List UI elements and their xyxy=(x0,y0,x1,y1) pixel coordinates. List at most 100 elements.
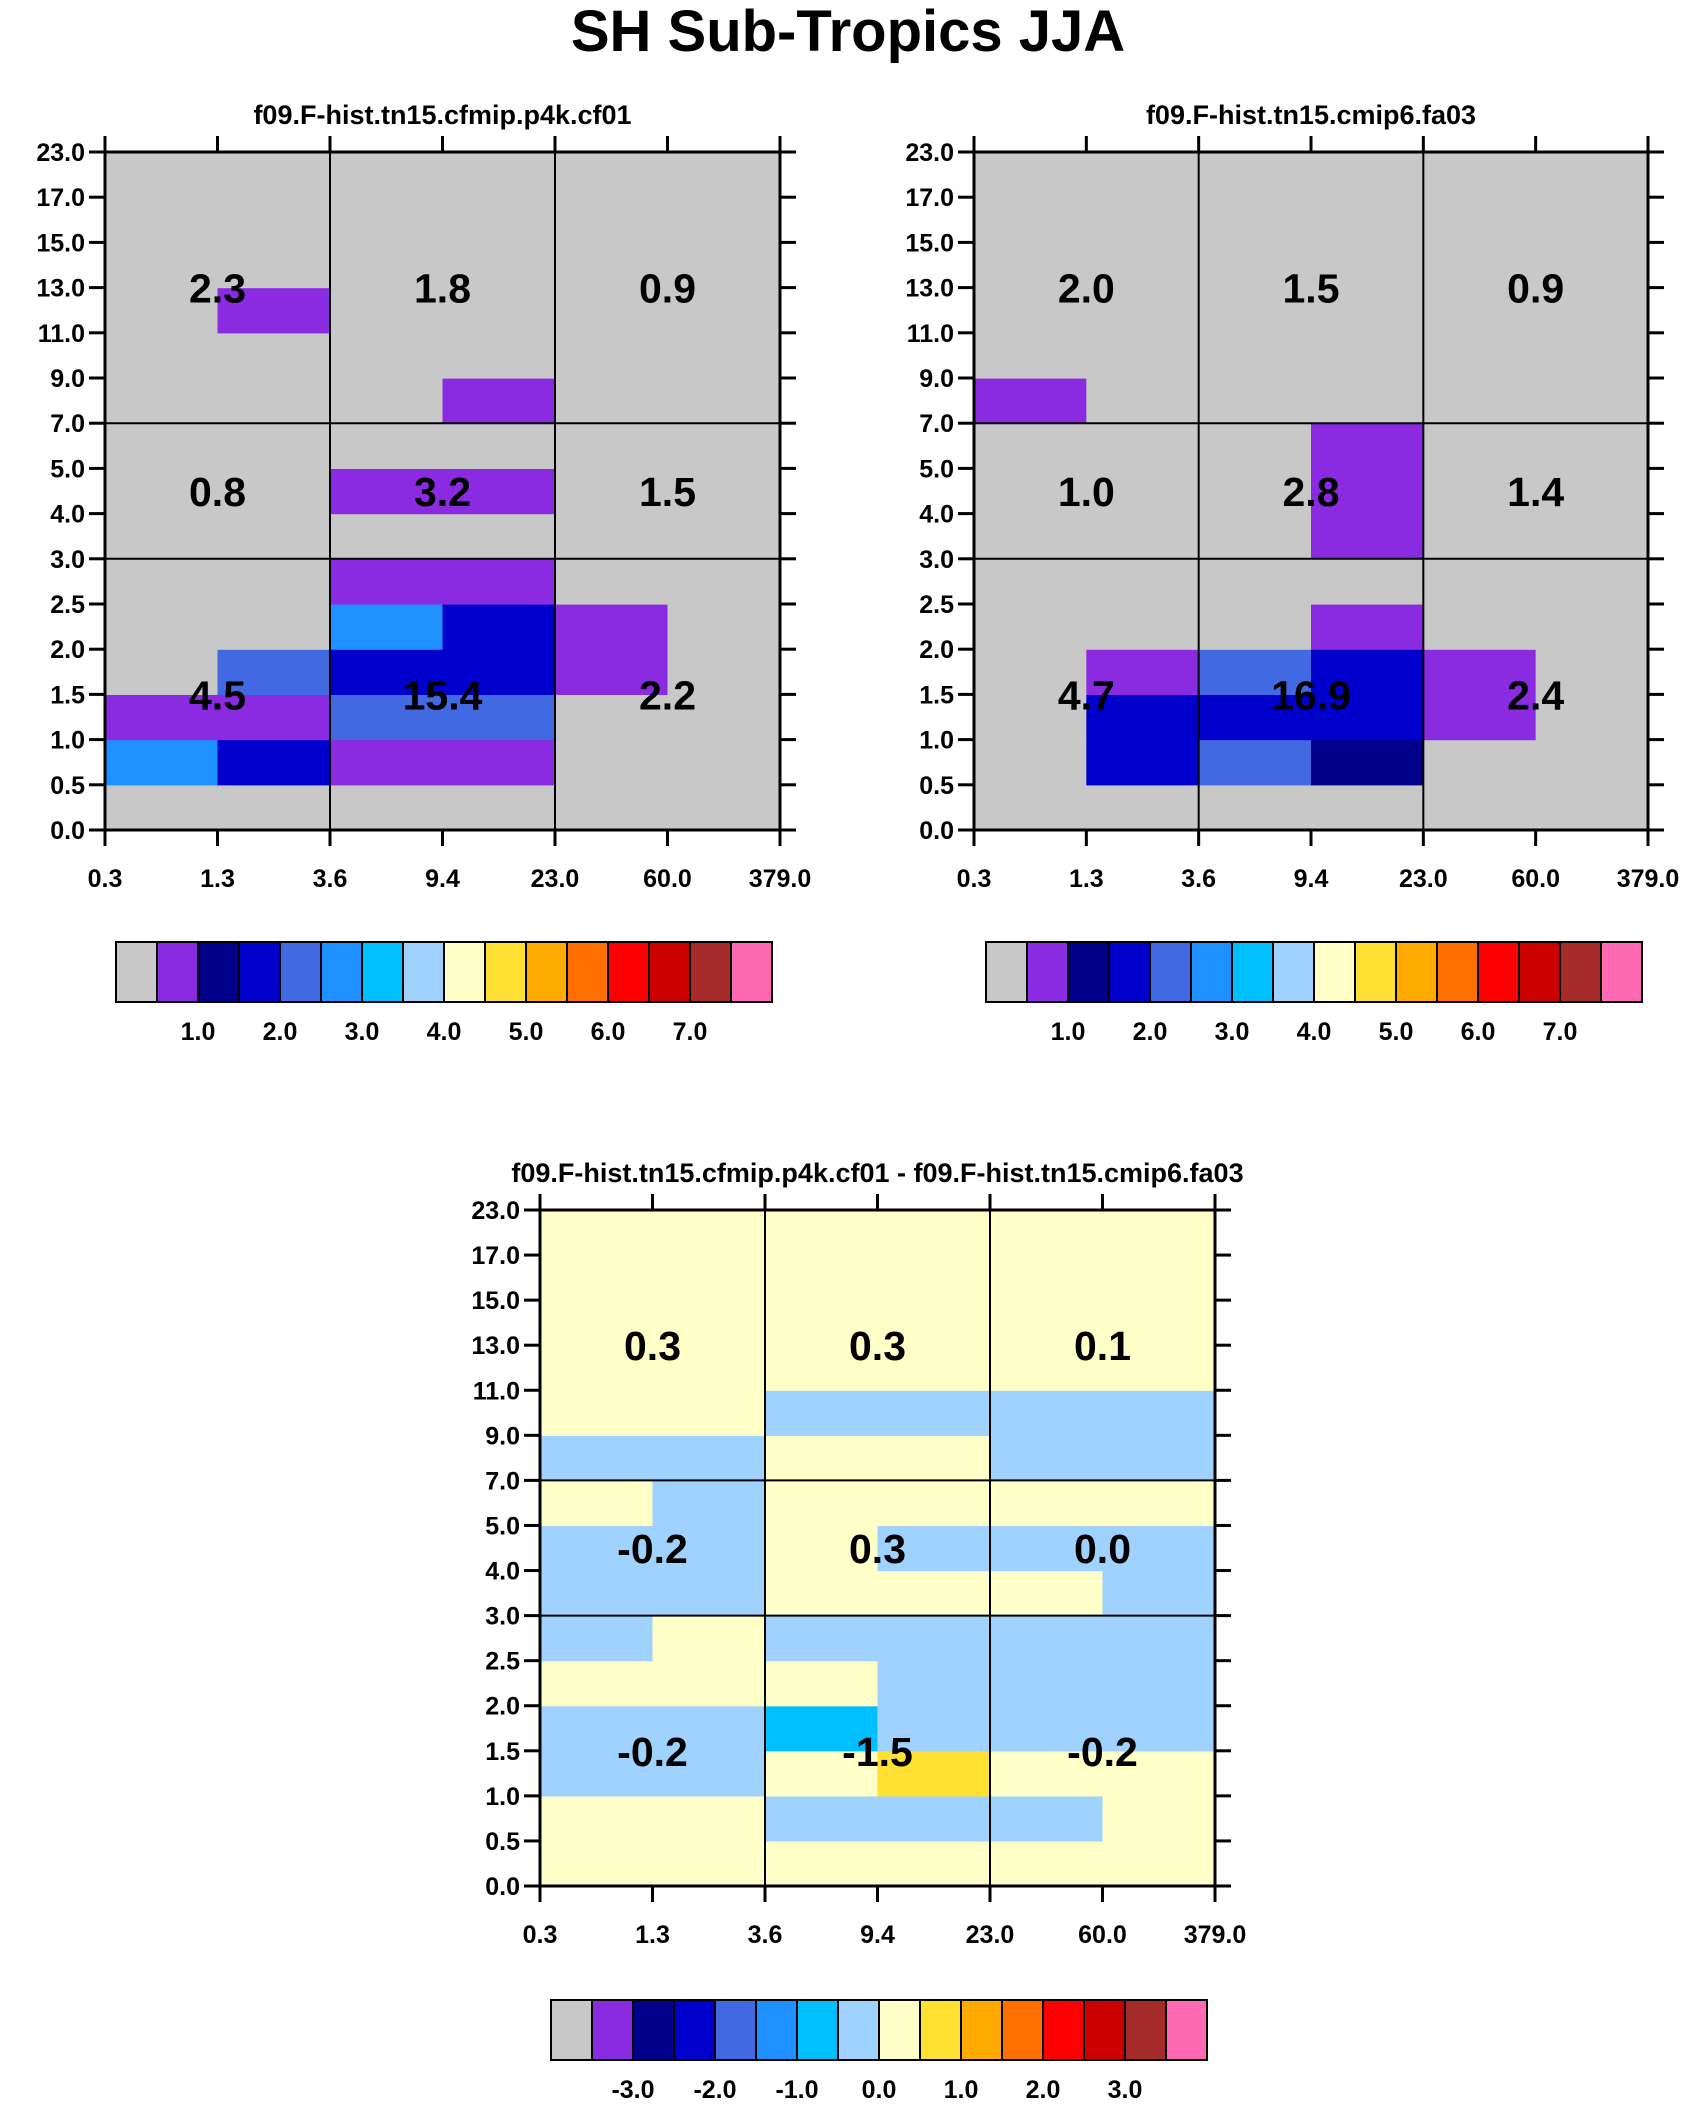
heatmap-cell xyxy=(1086,649,1200,695)
x-tick-label: 23.0 xyxy=(966,1921,1015,1949)
heatmap-cell xyxy=(974,242,1087,289)
heatmap-cell xyxy=(1311,242,1424,289)
heatmap-cell xyxy=(217,468,331,515)
heatmap-cell xyxy=(442,739,556,786)
heatmap-cell xyxy=(217,242,331,289)
heatmap-cell xyxy=(1102,1705,1216,1752)
heatmap-cell xyxy=(1535,423,1649,469)
colorbar: 1.0 2.0 3.0 4.0 5.0 6.0 7.0 xyxy=(985,941,1643,1046)
heatmap-cell xyxy=(1086,558,1200,605)
heatmap-cell xyxy=(877,1615,991,1662)
heatmap-cell xyxy=(667,784,781,831)
heatmap-cell xyxy=(555,649,669,695)
heatmap-cell xyxy=(105,242,219,289)
x-tick-label: 9.4 xyxy=(1294,865,1329,893)
region-total-label: 16.9 xyxy=(1271,672,1351,718)
heatmap-cell xyxy=(330,423,444,469)
heatmap-cell xyxy=(974,378,1087,424)
heatmap-cell xyxy=(974,513,1087,560)
heatmap-cell xyxy=(217,332,331,379)
colorbar-swatch xyxy=(607,941,650,1003)
region-total-label: 4.7 xyxy=(1058,672,1115,718)
colorbar-label: 0.0 xyxy=(862,2076,897,2104)
heatmap-cell xyxy=(1086,468,1200,515)
heatmap-cell xyxy=(990,1795,1104,1842)
colorbar-label: 4.0 xyxy=(427,1018,462,1046)
heatmap-cell xyxy=(105,332,219,379)
colorbar-swatch xyxy=(878,1999,921,2061)
heatmap-cell xyxy=(540,1390,654,1436)
colorbar-swatch xyxy=(1600,941,1643,1003)
heatmap-cell xyxy=(105,423,219,469)
figure-title: SH Sub-Tropics JJA xyxy=(570,0,1126,64)
heatmap-cell xyxy=(1535,287,1649,334)
heatmap-cell xyxy=(1102,1300,1216,1346)
heatmap-cell xyxy=(974,332,1087,379)
y-tick-label: 1.0 xyxy=(485,1783,520,1811)
heatmap-cell xyxy=(1311,739,1424,786)
x-tick-label: 379.0 xyxy=(1184,1921,1247,1949)
heatmap-cell xyxy=(1198,152,1312,198)
region-total-label: 4.5 xyxy=(189,672,246,718)
heatmap-cell xyxy=(652,1255,766,1301)
y-tick-label: 9.0 xyxy=(50,365,85,393)
heatmap-cell xyxy=(1086,694,1200,741)
heatmap-cell xyxy=(1198,739,1312,786)
y-tick-label: 1.0 xyxy=(50,727,85,755)
heatmap-cell xyxy=(540,1840,654,1887)
heatmap-cell xyxy=(1311,694,1424,741)
heatmap-cell xyxy=(652,1660,766,1707)
heatmap-cell xyxy=(1086,513,1200,560)
panel-title: f09.F-hist.tn15.cfmip.p4k.cf01 xyxy=(253,100,631,130)
heatmap-cell xyxy=(765,1300,879,1346)
heatmap-cell xyxy=(1423,332,1537,379)
colorbar-label: 2.0 xyxy=(1133,1018,1168,1046)
heatmap-cell xyxy=(1311,152,1424,198)
heatmap-cell xyxy=(974,287,1087,334)
colorbar-label: 6.0 xyxy=(1461,1018,1496,1046)
heatmap-cell xyxy=(1311,468,1424,515)
heatmap-cell xyxy=(105,378,219,424)
colorbar-swatch xyxy=(550,1999,593,2061)
heatmap-cell xyxy=(1423,468,1537,515)
heatmap-cell xyxy=(442,649,556,695)
heatmap-cell xyxy=(652,1840,766,1887)
colorbar-label: 3.0 xyxy=(345,1018,380,1046)
heatmap-cell xyxy=(1102,1435,1216,1481)
y-tick-label: 5.0 xyxy=(485,1512,520,1540)
heatmap-cell xyxy=(1198,694,1312,741)
colorbar-label: 5.0 xyxy=(1379,1018,1414,1046)
x-tick-label: 379.0 xyxy=(1617,865,1680,893)
colorbar-swatch xyxy=(1026,941,1069,1003)
panel-title: f09.F-hist.tn15.cfmip.p4k.cf01 - f09.F-h… xyxy=(511,1158,1243,1188)
heatmap-cell xyxy=(330,649,444,695)
colorbar-label: 6.0 xyxy=(591,1018,626,1046)
heatmap-cell xyxy=(105,287,219,334)
heatmap-cell xyxy=(1423,242,1537,289)
heatmap-cell xyxy=(555,242,669,289)
colorbar-swatch xyxy=(1354,941,1397,1003)
heatmap-cell xyxy=(330,152,444,198)
heatmap-cell xyxy=(540,1345,654,1391)
colorbar-swatch xyxy=(1436,941,1479,1003)
heatmap-cell xyxy=(540,1480,654,1527)
colorbar-label: 7.0 xyxy=(673,1018,708,1046)
heatmap-cell xyxy=(555,513,669,560)
heatmap-cell xyxy=(442,423,556,469)
heatmap-cell xyxy=(1535,649,1649,695)
y-tick-label: 11.0 xyxy=(907,320,954,348)
colorbar: 1.0 2.0 3.0 4.0 5.0 6.0 7.0 xyxy=(115,941,773,1046)
heatmap-cell xyxy=(667,197,781,243)
heatmap-cell xyxy=(974,649,1087,695)
colorbar-label: -2.0 xyxy=(693,2076,736,2104)
colorbar-label: 2.0 xyxy=(1026,2076,1061,2104)
heatmap-cell xyxy=(1535,332,1649,379)
x-tick-label: 1.3 xyxy=(1069,865,1104,893)
x-tick-label: 3.6 xyxy=(748,1921,783,1949)
heatmap-cell xyxy=(1086,197,1200,243)
colorbar-swatch xyxy=(919,1999,962,2061)
heatmap-cell xyxy=(540,1705,654,1752)
colorbar-swatch xyxy=(1067,941,1110,1003)
colorbar-swatch xyxy=(1231,941,1274,1003)
y-tick-label: 2.0 xyxy=(919,636,954,664)
